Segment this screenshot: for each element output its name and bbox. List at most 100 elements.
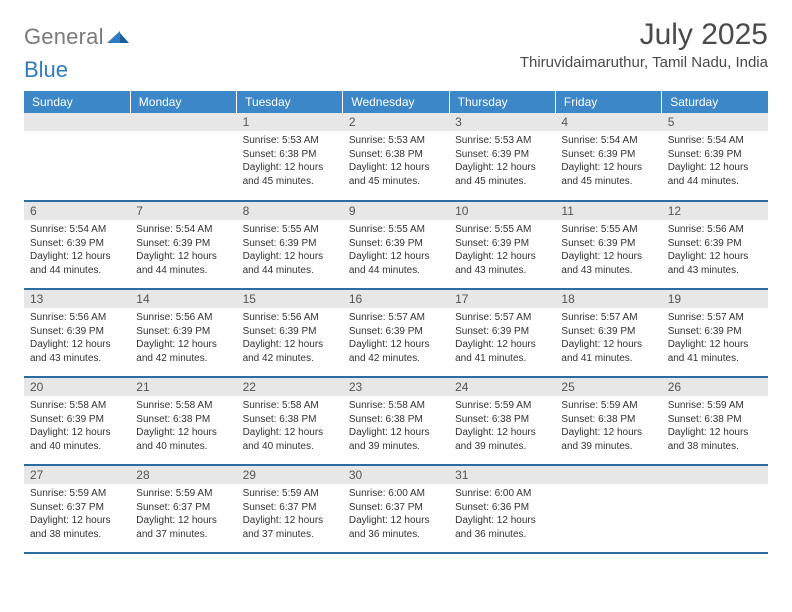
sunrise-text: Sunrise: 5:57 AM: [561, 311, 655, 325]
calendar-week-row: 1Sunrise: 5:53 AMSunset: 6:38 PMDaylight…: [24, 113, 768, 201]
day-number: 14: [130, 290, 236, 308]
day-number: 19: [662, 290, 768, 308]
calendar-week-row: 27Sunrise: 5:59 AMSunset: 6:37 PMDayligh…: [24, 465, 768, 553]
day-number: 4: [555, 113, 661, 131]
calendar-cell: 11Sunrise: 5:55 AMSunset: 6:39 PMDayligh…: [555, 201, 661, 289]
weekday-header: Monday: [130, 91, 236, 113]
weekday-header: Friday: [555, 91, 661, 113]
sunrise-text: Sunrise: 5:59 AM: [668, 399, 762, 413]
daylight-text: Daylight: 12 hours and 45 minutes.: [561, 161, 655, 188]
day-number: 2: [343, 113, 449, 131]
day-body: [130, 131, 236, 140]
day-body: Sunrise: 5:55 AMSunset: 6:39 PMDaylight:…: [449, 220, 555, 283]
day-number: 20: [24, 378, 130, 396]
calendar-cell: 5Sunrise: 5:54 AMSunset: 6:39 PMDaylight…: [662, 113, 768, 201]
day-number: 29: [237, 466, 343, 484]
sunset-text: Sunset: 6:39 PM: [561, 325, 655, 339]
day-number: 18: [555, 290, 661, 308]
day-number: 21: [130, 378, 236, 396]
daylight-text: Daylight: 12 hours and 43 minutes.: [455, 250, 549, 277]
sunset-text: Sunset: 6:39 PM: [349, 325, 443, 339]
sunrise-text: Sunrise: 6:00 AM: [455, 487, 549, 501]
calendar-cell: 26Sunrise: 5:59 AMSunset: 6:38 PMDayligh…: [662, 377, 768, 465]
day-body: Sunrise: 5:59 AMSunset: 6:38 PMDaylight:…: [662, 396, 768, 459]
calendar-cell: 23Sunrise: 5:58 AMSunset: 6:38 PMDayligh…: [343, 377, 449, 465]
sunset-text: Sunset: 6:38 PM: [668, 413, 762, 427]
day-number: 8: [237, 202, 343, 220]
calendar-cell: 6Sunrise: 5:54 AMSunset: 6:39 PMDaylight…: [24, 201, 130, 289]
daylight-text: Daylight: 12 hours and 41 minutes.: [455, 338, 549, 365]
calendar-cell: 3Sunrise: 5:53 AMSunset: 6:39 PMDaylight…: [449, 113, 555, 201]
sunset-text: Sunset: 6:38 PM: [349, 413, 443, 427]
location-subtitle: Thiruvidaimaruthur, Tamil Nadu, India: [520, 54, 768, 71]
day-body: Sunrise: 5:53 AMSunset: 6:38 PMDaylight:…: [343, 131, 449, 194]
weekday-header: Saturday: [662, 91, 768, 113]
sunrise-text: Sunrise: 5:53 AM: [455, 134, 549, 148]
day-body: Sunrise: 5:59 AMSunset: 6:37 PMDaylight:…: [130, 484, 236, 547]
daylight-text: Daylight: 12 hours and 43 minutes.: [561, 250, 655, 277]
day-number: 5: [662, 113, 768, 131]
day-body: Sunrise: 6:00 AMSunset: 6:36 PMDaylight:…: [449, 484, 555, 547]
calendar-week-row: 6Sunrise: 5:54 AMSunset: 6:39 PMDaylight…: [24, 201, 768, 289]
sunset-text: Sunset: 6:38 PM: [243, 413, 337, 427]
calendar-cell: 20Sunrise: 5:58 AMSunset: 6:39 PMDayligh…: [24, 377, 130, 465]
calendar-cell: 17Sunrise: 5:57 AMSunset: 6:39 PMDayligh…: [449, 289, 555, 377]
sunrise-text: Sunrise: 6:00 AM: [349, 487, 443, 501]
sunrise-text: Sunrise: 5:53 AM: [243, 134, 337, 148]
calendar-cell: 18Sunrise: 5:57 AMSunset: 6:39 PMDayligh…: [555, 289, 661, 377]
day-number: [24, 113, 130, 131]
day-body: Sunrise: 5:59 AMSunset: 6:38 PMDaylight:…: [555, 396, 661, 459]
day-body: Sunrise: 5:58 AMSunset: 6:39 PMDaylight:…: [24, 396, 130, 459]
weekday-header: Tuesday: [237, 91, 343, 113]
sunrise-text: Sunrise: 5:56 AM: [30, 311, 124, 325]
daylight-text: Daylight: 12 hours and 44 minutes.: [30, 250, 124, 277]
sunrise-text: Sunrise: 5:59 AM: [561, 399, 655, 413]
sunset-text: Sunset: 6:39 PM: [668, 325, 762, 339]
calendar-week-row: 20Sunrise: 5:58 AMSunset: 6:39 PMDayligh…: [24, 377, 768, 465]
day-number: 22: [237, 378, 343, 396]
day-body: Sunrise: 5:57 AMSunset: 6:39 PMDaylight:…: [662, 308, 768, 371]
day-body: Sunrise: 5:57 AMSunset: 6:39 PMDaylight:…: [449, 308, 555, 371]
sunset-text: Sunset: 6:37 PM: [243, 501, 337, 515]
sunrise-text: Sunrise: 5:54 AM: [561, 134, 655, 148]
daylight-text: Daylight: 12 hours and 41 minutes.: [668, 338, 762, 365]
day-body: Sunrise: 5:54 AMSunset: 6:39 PMDaylight:…: [662, 131, 768, 194]
calendar-cell: 13Sunrise: 5:56 AMSunset: 6:39 PMDayligh…: [24, 289, 130, 377]
day-body: Sunrise: 5:56 AMSunset: 6:39 PMDaylight:…: [662, 220, 768, 283]
daylight-text: Daylight: 12 hours and 42 minutes.: [136, 338, 230, 365]
calendar-cell: [24, 113, 130, 201]
sunset-text: Sunset: 6:38 PM: [349, 148, 443, 162]
daylight-text: Daylight: 12 hours and 38 minutes.: [30, 514, 124, 541]
day-body: Sunrise: 5:58 AMSunset: 6:38 PMDaylight:…: [130, 396, 236, 459]
sunrise-text: Sunrise: 5:56 AM: [668, 223, 762, 237]
day-number: 9: [343, 202, 449, 220]
sunrise-text: Sunrise: 5:56 AM: [243, 311, 337, 325]
day-number: 16: [343, 290, 449, 308]
daylight-text: Daylight: 12 hours and 43 minutes.: [668, 250, 762, 277]
sunset-text: Sunset: 6:38 PM: [561, 413, 655, 427]
sunset-text: Sunset: 6:37 PM: [349, 501, 443, 515]
day-body: Sunrise: 5:56 AMSunset: 6:39 PMDaylight:…: [24, 308, 130, 371]
daylight-text: Daylight: 12 hours and 44 minutes.: [668, 161, 762, 188]
day-number: 24: [449, 378, 555, 396]
sunset-text: Sunset: 6:39 PM: [30, 325, 124, 339]
weekday-header-row: Sunday Monday Tuesday Wednesday Thursday…: [24, 91, 768, 113]
daylight-text: Daylight: 12 hours and 36 minutes.: [455, 514, 549, 541]
weekday-header: Thursday: [449, 91, 555, 113]
brand-part2: Blue: [24, 57, 68, 83]
sunrise-text: Sunrise: 5:59 AM: [30, 487, 124, 501]
daylight-text: Daylight: 12 hours and 42 minutes.: [349, 338, 443, 365]
day-body: Sunrise: 5:54 AMSunset: 6:39 PMDaylight:…: [24, 220, 130, 283]
calendar-cell: 14Sunrise: 5:56 AMSunset: 6:39 PMDayligh…: [130, 289, 236, 377]
weekday-header: Sunday: [24, 91, 130, 113]
daylight-text: Daylight: 12 hours and 43 minutes.: [30, 338, 124, 365]
day-number: 28: [130, 466, 236, 484]
sunrise-text: Sunrise: 5:53 AM: [349, 134, 443, 148]
sunset-text: Sunset: 6:39 PM: [455, 148, 549, 162]
day-body: Sunrise: 5:53 AMSunset: 6:39 PMDaylight:…: [449, 131, 555, 194]
day-number: 30: [343, 466, 449, 484]
day-body: Sunrise: 6:00 AMSunset: 6:37 PMDaylight:…: [343, 484, 449, 547]
sunset-text: Sunset: 6:39 PM: [349, 237, 443, 251]
day-number: 31: [449, 466, 555, 484]
day-body: Sunrise: 5:55 AMSunset: 6:39 PMDaylight:…: [343, 220, 449, 283]
